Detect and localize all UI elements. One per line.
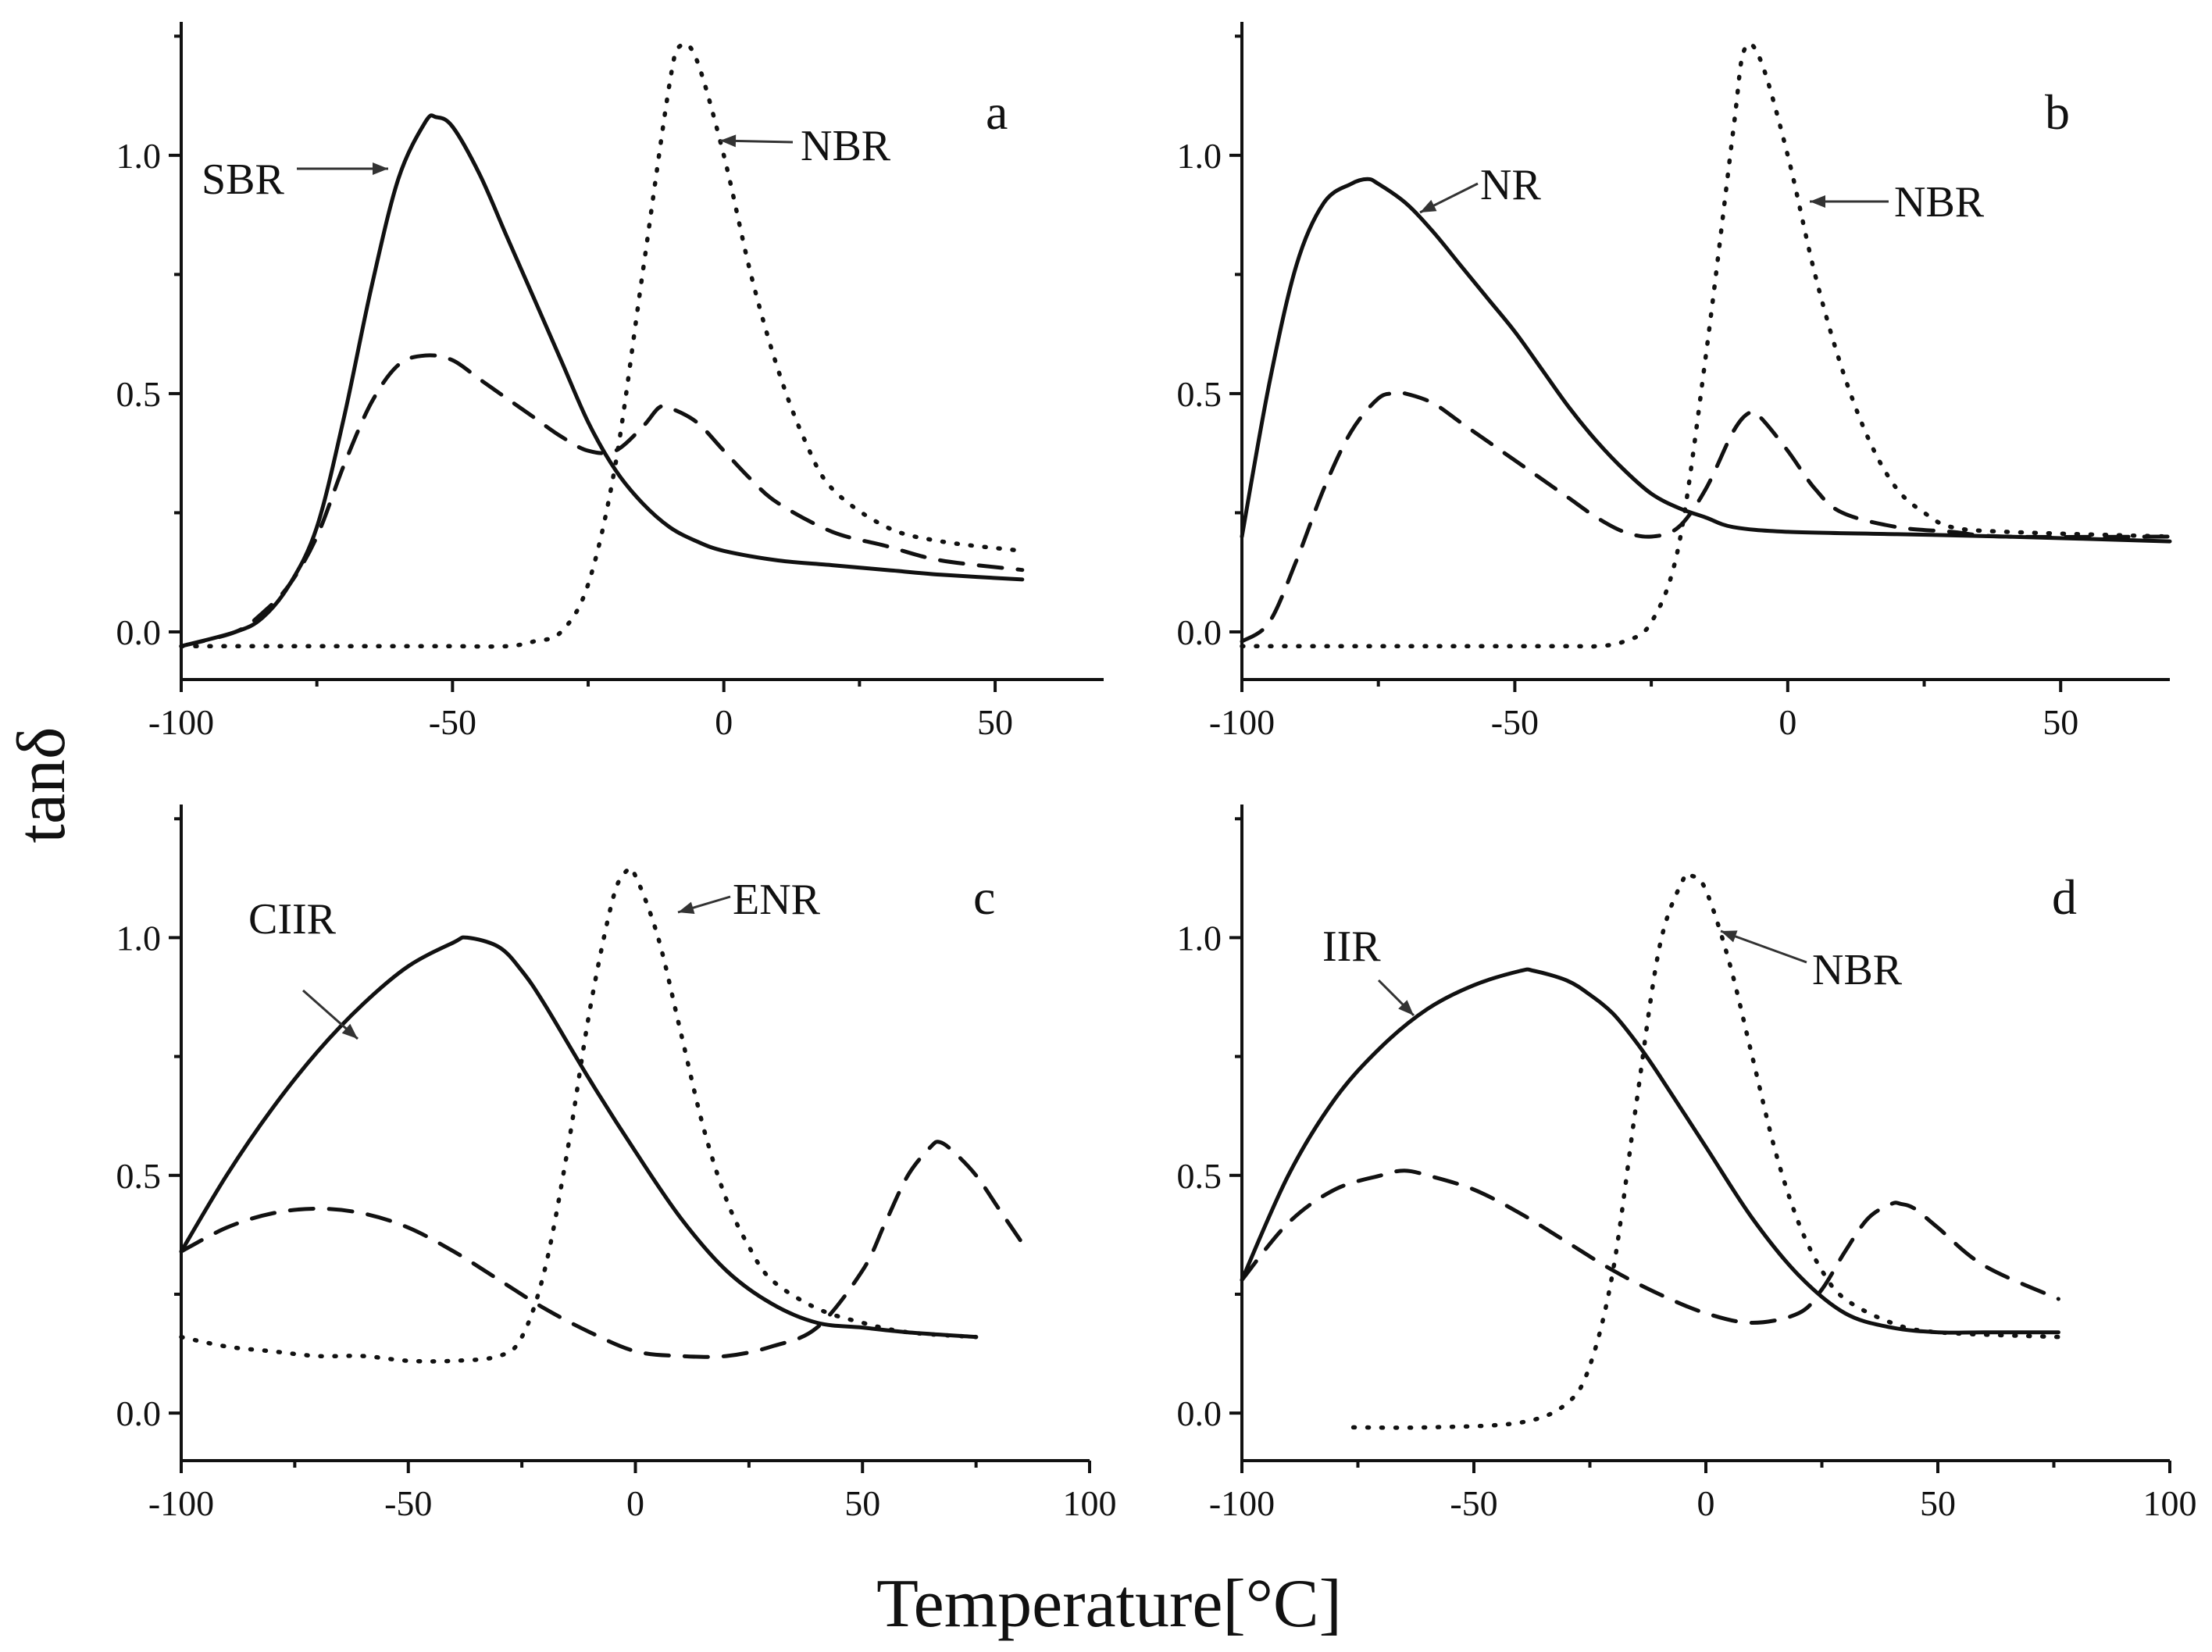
label-arrowhead — [341, 1023, 358, 1039]
panel-a: -100 -50 0 50 0.0 0.5 1.0 a SBR NBR — [116, 22, 1104, 742]
label-arrowhead — [1420, 199, 1437, 212]
series-enr-dotted-line — [179, 865, 979, 1364]
x-tick-label: 0 — [626, 1483, 644, 1523]
label-arrowhead — [678, 901, 695, 914]
y-axis-label: tanδ — [4, 727, 80, 844]
y-tick-label: 1.0 — [1177, 918, 1222, 958]
series-blend-dashed-line — [1240, 391, 2172, 644]
series-ciir-solid-line — [179, 935, 979, 1340]
series-nbr-dotted-line — [1350, 871, 2061, 1430]
series-nr-solid-line — [1240, 177, 2172, 544]
label-arrowhead — [1398, 1000, 1414, 1015]
panel-d: -100 -50 0 50 100 0.0 0.5 1.0 d IIR NBR — [1177, 805, 2197, 1523]
curve-label-enr: ENR — [733, 876, 821, 924]
panel-b: -100 -50 0 50 0.0 0.5 1.0 b NR NBR — [1177, 22, 2172, 742]
x-tick-label: -100 — [148, 702, 214, 742]
y-tick-label: 0.0 — [116, 1393, 162, 1433]
y-tick-label: 0.5 — [1177, 1156, 1222, 1196]
x-tick-label: 0 — [715, 702, 733, 742]
x-tick-label: -100 — [1209, 1483, 1275, 1523]
x-tick-label: -50 — [1450, 1483, 1497, 1523]
curve-label-nbr: NBR — [1812, 946, 1903, 994]
curve-label-nbr: NBR — [1894, 178, 1985, 227]
x-tick-label: -50 — [1491, 702, 1539, 742]
y-tick-label: 0.5 — [116, 1156, 162, 1196]
x-tick-label: 0 — [1779, 702, 1796, 742]
panel-letter: a — [986, 84, 1008, 140]
panel-c: -100 -50 0 50 100 0.0 0.5 1.0 c CIIR ENR — [116, 805, 1117, 1523]
y-tick-label: 1.0 — [116, 136, 162, 176]
label-arrowhead — [373, 162, 388, 175]
series-blend-dashed-line — [1240, 1169, 2060, 1325]
series-blend-dashed-line — [179, 353, 1025, 648]
x-tick-label: -100 — [1209, 702, 1275, 742]
panel-letter: b — [2045, 84, 2070, 140]
y-tick-label: 0.5 — [116, 374, 162, 414]
y-tick-label: 0.5 — [1177, 374, 1222, 414]
x-axis-label: Temperature[°C] — [876, 1566, 1342, 1642]
curve-label-nbr: NBR — [801, 122, 891, 170]
x-tick-label: -50 — [384, 1483, 432, 1523]
label-arrowhead — [720, 134, 737, 148]
label-arrowhead — [1810, 195, 1825, 208]
y-tick-label: 0.0 — [116, 612, 162, 652]
y-tick-label: 1.0 — [1177, 136, 1222, 176]
series-sbr-solid-line — [179, 113, 1025, 648]
y-tick-label: 1.0 — [116, 918, 162, 958]
y-tick-label: 0.0 — [1177, 612, 1222, 652]
x-tick-label: 100 — [1063, 1483, 1117, 1523]
curve-label-sbr: SBR — [202, 155, 284, 204]
x-tick-label: -50 — [429, 702, 476, 742]
x-tick-label: 100 — [2143, 1483, 2197, 1523]
panel-letter: c — [973, 869, 995, 925]
curve-label-nr: NR — [1480, 161, 1541, 209]
curve-label-iir: IIR — [1322, 922, 1381, 971]
x-tick-label: 50 — [2043, 702, 2078, 742]
x-tick-label: -100 — [148, 1483, 214, 1523]
y-tick-label: 0.0 — [1177, 1393, 1222, 1433]
x-tick-label: 50 — [977, 702, 1013, 742]
series-iir-solid-line — [1240, 967, 2060, 1335]
series-nbr-dotted-line — [179, 41, 1025, 649]
x-tick-label: 0 — [1697, 1483, 1715, 1523]
curve-label-ciir: CIIR — [248, 895, 337, 944]
x-tick-label: 50 — [844, 1483, 880, 1523]
series-nbr-dotted-line — [1240, 41, 2172, 649]
panel-letter: d — [2052, 869, 2077, 925]
series-blend-dashed-line — [179, 1140, 1024, 1359]
x-tick-label: 50 — [1920, 1483, 1956, 1523]
label-arrowhead — [1721, 930, 1738, 943]
